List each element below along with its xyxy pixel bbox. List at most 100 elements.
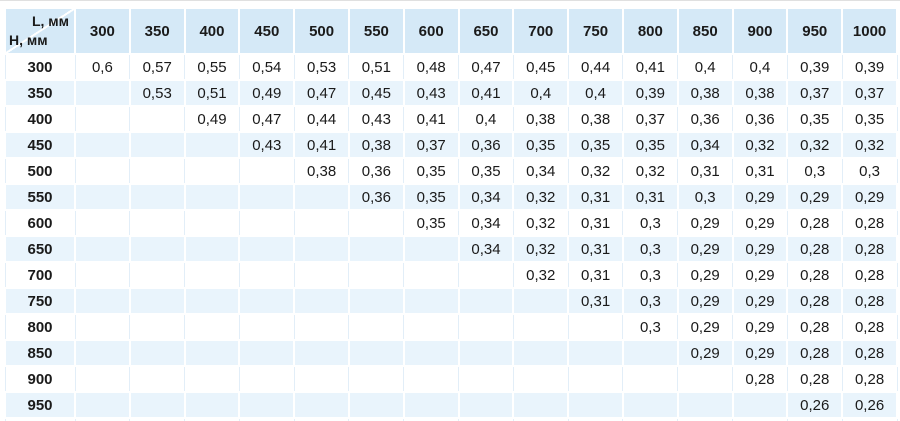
table-cell: 0,31 — [567, 261, 624, 289]
table-cell: 0,4 — [512, 79, 570, 107]
table-cell: 0,43 — [348, 105, 405, 133]
column-header: 750 — [567, 7, 624, 55]
table-cell: 0,3 — [622, 209, 679, 237]
table-cell — [403, 313, 460, 341]
table-cell: 0,47 — [458, 53, 514, 81]
table-cell: 0,57 — [129, 53, 186, 81]
table-cell — [184, 209, 240, 237]
table-cell: 0,41 — [457, 79, 515, 107]
table-cell: 0,35 — [458, 157, 514, 185]
table-cell — [238, 287, 296, 315]
table-cell: 0,32 — [786, 131, 844, 159]
table-cell — [74, 261, 131, 289]
table-cell — [402, 391, 460, 419]
table-cell — [293, 339, 350, 367]
table-cell: 0,32 — [512, 235, 570, 263]
table-cell: 0,3 — [622, 261, 679, 289]
table-cell: 0,29 — [732, 209, 788, 237]
table-cell: 0,29 — [731, 287, 789, 315]
table-cell — [74, 183, 131, 211]
table-cell — [183, 183, 241, 211]
table-cell: 0,48 — [403, 53, 460, 81]
table-cell: 0,4 — [458, 105, 514, 133]
table-cell: 0,28 — [786, 313, 843, 341]
table-cell — [74, 79, 131, 107]
table-cell: 0,38 — [347, 131, 405, 159]
table-row: 850 0,29 0,29 0,28 0,28 — [4, 339, 898, 367]
table-cell — [293, 235, 350, 263]
table-cell — [567, 365, 624, 393]
column-header: 350 — [128, 7, 186, 55]
table-cell: 0,36 — [457, 131, 515, 159]
table-cell — [74, 209, 131, 237]
table-cell: 0,29 — [732, 261, 788, 289]
table-cell: 0,32 — [512, 209, 569, 237]
table-cell — [402, 235, 460, 263]
table-cell: 0,36 — [732, 105, 788, 133]
table-cell — [183, 339, 241, 367]
row-header: 700 — [4, 261, 76, 289]
table-cell — [74, 157, 131, 185]
table-cell: 0,4 — [732, 53, 788, 81]
table-cell: 0,38 — [676, 79, 734, 107]
table-cell — [74, 313, 131, 341]
table-cell: 0,32 — [512, 261, 569, 289]
table-cell: 0,35 — [403, 209, 460, 237]
table-cell — [348, 261, 405, 289]
column-header: 650 — [457, 7, 515, 55]
table-cell: 0,29 — [676, 235, 734, 263]
table-cell: 0,35 — [841, 105, 898, 133]
row-header: 1000 — [4, 417, 76, 421]
table-cell — [347, 391, 405, 419]
table-row: 650 0,34 0,32 0,31 0,3 0,29 0,29 0,28 0,28 — [4, 235, 898, 263]
table-cell: 0,29 — [677, 261, 734, 289]
row-header: 450 — [4, 131, 76, 159]
table-cell — [293, 417, 350, 421]
table-cell: 0,26 — [786, 391, 844, 419]
table-cell — [129, 261, 186, 289]
table-cell: 0,29 — [676, 339, 734, 367]
table-cell: 0,28 — [786, 209, 843, 237]
table-cell — [457, 287, 515, 315]
column-header: 400 — [183, 7, 241, 55]
table-cell — [238, 157, 295, 185]
table-cell: 0,28 — [841, 287, 898, 315]
table-cell — [403, 261, 460, 289]
table-cell: 0,34 — [458, 209, 514, 237]
table-cell: 0,28 — [841, 235, 898, 263]
table-cell — [74, 105, 131, 133]
row-header: 800 — [4, 313, 76, 341]
table-cell: 0,28 — [786, 261, 843, 289]
table-cell — [458, 261, 514, 289]
table-cell: 0,29 — [732, 313, 788, 341]
table-cell: 0,3 — [841, 157, 898, 185]
table-cell: 0,29 — [786, 183, 844, 211]
table-cell — [183, 287, 241, 315]
table-row: 750 0,31 0,3 0,29 0,29 0,28 0,28 — [4, 287, 898, 315]
table-cell — [402, 287, 460, 315]
table-cell — [403, 417, 460, 421]
table-cell: 0,47 — [238, 105, 295, 133]
table-row: 600 0,35 0,34 0,32 0,31 0,3 0,29 0,29 0,28 0,28 — [4, 209, 898, 237]
table-cell: 0,38 — [731, 79, 789, 107]
table-cell: 0,4 — [567, 79, 624, 107]
table-cell — [621, 391, 679, 419]
table-row: 500 0,38 0,36 0,35 0,35 0,34 0,32 0,32 0,31 0,31 0… — [4, 157, 898, 185]
table-row: 1000 0,25 — [4, 417, 898, 421]
table-cell — [567, 313, 624, 341]
row-header: 300 — [4, 53, 76, 81]
table-cell — [74, 235, 131, 263]
table-cell — [512, 313, 569, 341]
table-cell: 0,49 — [238, 79, 296, 107]
column-header: 950 — [786, 7, 844, 55]
table-cell — [293, 261, 350, 289]
table-cell — [403, 365, 460, 393]
table-row: 400 0,49 0,47 0,44 0,43 0,41 0,4 0,38 0,38 0,37 0,… — [4, 105, 898, 133]
table-cell — [567, 391, 624, 419]
table-cell: 0,34 — [676, 131, 734, 159]
table-cell: 0,29 — [731, 235, 789, 263]
table-cell — [129, 157, 186, 185]
column-header: 1000 — [841, 7, 898, 55]
table-cell — [74, 391, 131, 419]
table-cell — [512, 365, 569, 393]
